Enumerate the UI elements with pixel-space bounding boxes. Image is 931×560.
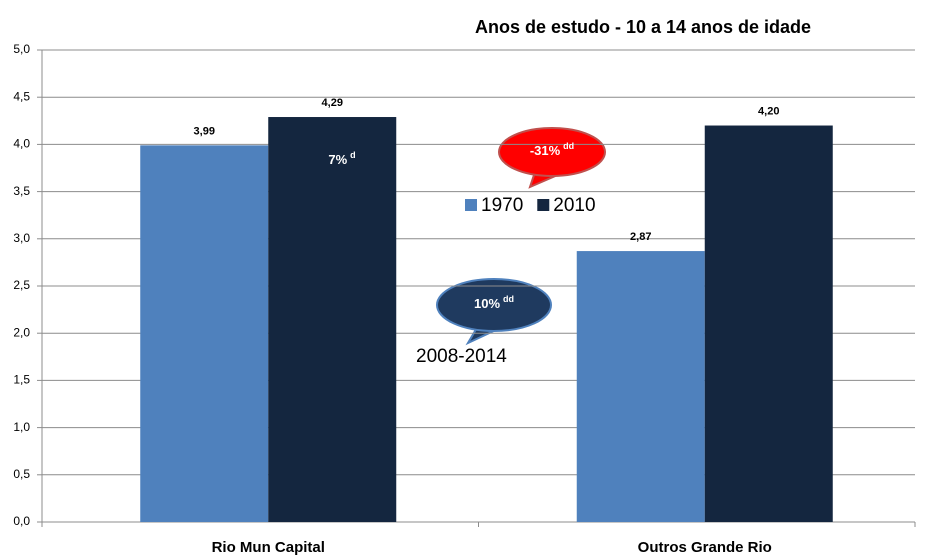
legend-swatch [537, 199, 550, 211]
callout-sup: d [350, 150, 356, 160]
y-tick-label: 5,0 [13, 42, 30, 56]
callout-value: 7% [328, 152, 347, 167]
callout-sup: dd [563, 141, 574, 151]
bar [576, 251, 705, 522]
y-tick-label: 3,5 [13, 184, 30, 198]
callout-sup: dd [503, 294, 514, 304]
callout-3 [436, 278, 552, 346]
y-tick-label: 1,0 [13, 420, 30, 434]
bar [268, 117, 397, 523]
callout-text: 10% dd [474, 294, 514, 311]
y-tick-label: 2,0 [13, 325, 30, 339]
data-label: 4,20 [758, 105, 779, 117]
callout-text: -31% dd [530, 141, 574, 158]
bar [140, 145, 269, 522]
legend-label: 2010 [553, 195, 595, 216]
callout-2 [498, 127, 606, 189]
y-tick-label: 1,5 [13, 373, 30, 387]
x-tick-label: Rio Mun Capital [212, 539, 325, 556]
data-label: 3,99 [194, 125, 215, 137]
legend-swatch [465, 199, 477, 211]
y-tick-label: 3,0 [13, 231, 30, 245]
chart-title: Anos de estudo - 10 a 14 anos de idade [475, 17, 811, 37]
bar [704, 125, 833, 523]
legend-label: 1970 [481, 195, 523, 216]
x-tick-label: Outros Grande Rio [638, 539, 772, 556]
callout-value: -31% [530, 143, 561, 158]
callout-text: 7% d [328, 150, 355, 167]
y-tick-label: 4,5 [13, 89, 30, 103]
y-tick-label: 2,5 [13, 278, 30, 292]
callout-value: 10% [474, 296, 500, 311]
annotation: 2008-2014 [416, 346, 507, 367]
y-tick-label: 4,0 [13, 137, 30, 151]
data-label: 4,29 [322, 97, 343, 109]
y-tick-label: 0,0 [13, 514, 30, 528]
y-tick-label: 0,5 [13, 467, 30, 481]
data-label: 2,87 [630, 231, 651, 243]
